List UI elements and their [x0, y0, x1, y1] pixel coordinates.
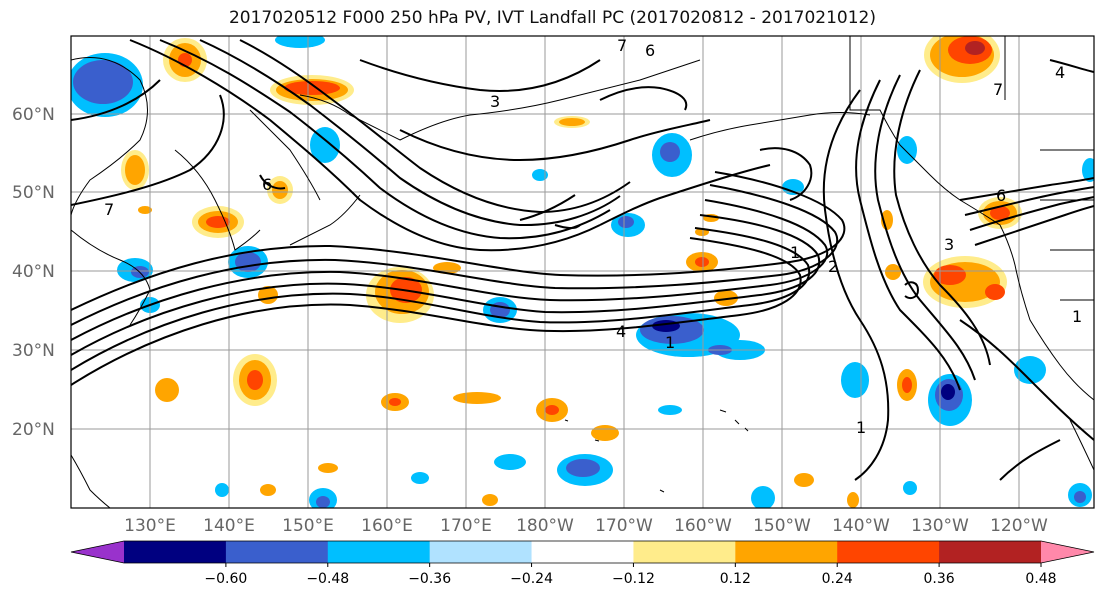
- map-frame: [70, 35, 1095, 509]
- colorbar-tick-label: −0.60: [204, 571, 247, 587]
- contour-label: 2: [828, 257, 838, 276]
- contour-label: 6: [262, 175, 272, 194]
- contour-label: 7: [993, 80, 1003, 99]
- contour-label: 1: [1072, 307, 1082, 326]
- colorbar-tick-label: −0.48: [306, 571, 349, 587]
- colorbar-tick-label: 0.48: [1025, 571, 1056, 587]
- contour-label: 1: [790, 243, 800, 262]
- lon-label: 150°E: [282, 516, 334, 536]
- lon-label: 160°W: [674, 516, 732, 536]
- contour-label: 6: [996, 186, 1006, 205]
- contour-label: 7: [104, 200, 114, 219]
- colorbar-segment: [633, 541, 736, 563]
- colorbar-segment: [531, 541, 634, 563]
- lat-label: 50°N: [12, 183, 55, 203]
- colorbar-tick-label: 0.24: [822, 571, 853, 587]
- lon-label: 170°E: [440, 516, 492, 536]
- longitude-labels: 130°E 140°E 150°E 160°E 170°E 180°W 170°…: [124, 516, 1048, 536]
- contour-label: 4: [616, 322, 626, 341]
- contour-label: 3: [944, 235, 954, 254]
- colorbar-segment: [124, 541, 227, 563]
- contour-label: 1: [856, 418, 866, 437]
- colorbar-tick-label: −0.24: [510, 571, 553, 587]
- lon-label: 130°E: [124, 516, 176, 536]
- colorbar-outline: [70, 540, 1095, 564]
- colorbar-extend-max: [1041, 541, 1094, 563]
- colorbar-tick-label: −0.36: [408, 571, 451, 587]
- colorbar: −0.60 −0.48 −0.36 −0.24 −0.12 0.12 0.24 0.36 0.4…: [70, 540, 1095, 587]
- lat-label: 20°N: [12, 420, 55, 440]
- lat-label: 60°N: [12, 105, 55, 125]
- figure-title: 2017020512 F000 250 hPa PV, IVT Landfall…: [228, 8, 876, 28]
- colorbar-tick-label: 0.12: [720, 571, 751, 587]
- lon-label: 130°W: [911, 516, 969, 536]
- colorbar-segment: [735, 541, 838, 563]
- contour-label: 7: [617, 36, 627, 55]
- coastlines: [71, 36, 1094, 508]
- lon-label: 180°W: [516, 516, 574, 536]
- lon-label: 170°W: [595, 516, 653, 536]
- contour-label: 1: [665, 333, 675, 352]
- lat-label: 40°N: [12, 262, 55, 282]
- lon-label: 160°E: [361, 516, 413, 536]
- colorbar-segment: [837, 541, 940, 563]
- colorbar-segment: [429, 541, 533, 563]
- lon-label: 120°W: [990, 516, 1048, 536]
- colorbar-tick-label: 0.36: [924, 571, 955, 587]
- colorbar-segment: [939, 541, 1042, 563]
- pv-contours: [71, 39, 1094, 481]
- contour-label: 6: [645, 41, 655, 60]
- lon-label: 140°E: [203, 516, 255, 536]
- lon-label: 140°W: [832, 516, 890, 536]
- latitude-labels: 60°N 50°N 40°N 30°N 20°N: [12, 105, 55, 440]
- colorbar-segment: [327, 541, 431, 563]
- gridlines: [71, 36, 1094, 508]
- lon-label: 150°W: [753, 516, 811, 536]
- colorbar-segment: [225, 541, 329, 563]
- contour-label: 4: [1055, 63, 1065, 82]
- contour-label: 3: [490, 92, 500, 111]
- colorbar-tick-label: −0.12: [612, 571, 655, 587]
- lat-label: 30°N: [12, 341, 55, 361]
- colorbar-extend-min: [71, 541, 124, 563]
- contour-labels: 7 6 3 7 6 4 1 1 2 6 3 1 7 1 4: [104, 36, 1082, 437]
